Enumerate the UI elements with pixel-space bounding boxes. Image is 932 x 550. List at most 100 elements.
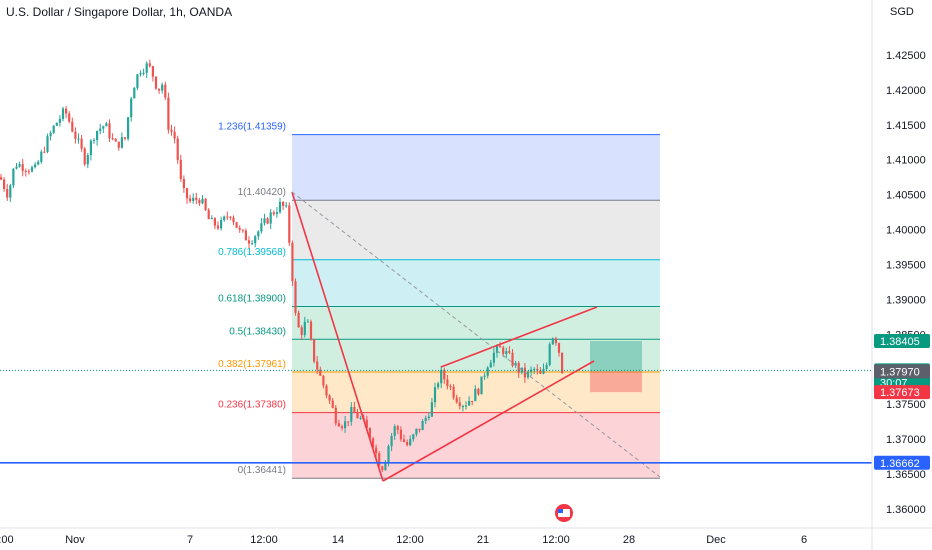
candle-body (406, 441, 409, 446)
fib-level-label: 0.382(1.37961) (218, 359, 286, 370)
time-tick-label: :00 (0, 534, 14, 546)
candle-body (123, 137, 127, 139)
candle-body (309, 321, 313, 340)
candle-body (83, 148, 86, 165)
candle-body (108, 123, 111, 139)
candle-body (136, 74, 139, 88)
price-label-tag (874, 385, 930, 400)
price-label-tag (874, 334, 930, 349)
candle-body (30, 167, 34, 172)
candle-body (517, 362, 520, 373)
candle-body (189, 198, 192, 201)
candle-body (542, 369, 545, 374)
candle-body (356, 412, 359, 419)
candle-body (71, 121, 74, 132)
candle-body (539, 370, 542, 374)
candle-body (415, 428, 418, 435)
candle-body (86, 155, 89, 165)
price-tick-label: 1.37500 (886, 399, 926, 411)
candle-body (49, 132, 52, 137)
candle-body (464, 405, 468, 407)
candle-body (371, 438, 375, 448)
candle-body (244, 230, 247, 241)
candle-body (545, 364, 548, 370)
candle-body (514, 362, 517, 366)
fib-trend-dashed-line (291, 191, 661, 478)
candle-body (477, 388, 480, 395)
time-tick-label: 14 (332, 534, 344, 546)
candle-body (505, 351, 508, 355)
candle-body (328, 395, 331, 401)
candle-body (24, 170, 27, 172)
price-label-text: 1.36662 (880, 458, 920, 470)
candle-body (508, 351, 511, 353)
candle-body (319, 369, 322, 376)
event-flag-canton (558, 509, 563, 513)
candle-body (3, 179, 6, 190)
candle-body (495, 345, 499, 353)
candle-body (468, 400, 471, 406)
candle-body (288, 205, 291, 243)
candle-body (96, 130, 99, 141)
candle-body (68, 113, 71, 122)
candle-body (223, 216, 226, 221)
price-tick-label: 1.40000 (886, 225, 926, 237)
candle-body (232, 217, 235, 223)
candle-body (77, 138, 80, 140)
candle-body (238, 227, 241, 230)
candle-body (489, 362, 492, 368)
candle-body (337, 423, 340, 427)
candle-body (393, 426, 396, 436)
fib-zone (292, 339, 660, 373)
candle-body (151, 66, 154, 77)
candle-body (387, 446, 390, 462)
candle-body (266, 218, 269, 224)
candle-body (0, 177, 3, 180)
candle-body (402, 439, 406, 442)
candle-body (161, 84, 164, 91)
candle-body (294, 281, 297, 313)
candle-body (74, 131, 77, 139)
candle-body (483, 375, 486, 377)
candle-body (313, 339, 316, 362)
candle-body (368, 428, 371, 439)
candle-body (111, 138, 114, 140)
candle-body (179, 159, 182, 179)
candle-body (185, 188, 189, 199)
candle-body (158, 88, 161, 91)
candle-body (278, 201, 282, 213)
candle-body (37, 161, 40, 165)
candle-body (46, 136, 49, 152)
candle-body (340, 426, 344, 429)
candle-body (139, 73, 142, 75)
candle-body (43, 151, 46, 153)
position-stop-zone (590, 371, 642, 393)
candle-body (440, 369, 443, 384)
candle-body (220, 220, 223, 229)
candle-body (92, 140, 96, 142)
price-tick-label: 1.39000 (886, 294, 926, 306)
candle-body (145, 63, 148, 73)
candle-body (167, 97, 170, 130)
time-tick-label: 28 (623, 534, 635, 546)
time-tick-label: 12:00 (250, 534, 278, 546)
candle-body (127, 117, 130, 139)
fib-level-label: 0(1.36441) (238, 465, 286, 476)
candles (0, 59, 564, 472)
candle-body (204, 198, 207, 210)
candle-body (461, 406, 464, 408)
candle-body (12, 168, 15, 186)
candle-body (247, 240, 251, 244)
candle-body (154, 76, 158, 89)
candle-body (52, 125, 55, 133)
candle-body (142, 72, 145, 74)
price-label-text: 1.37673 (880, 387, 920, 399)
candle-body (548, 344, 551, 365)
candle-body (424, 418, 427, 422)
candle-body (241, 229, 244, 231)
chart-title: U.S. Dollar / Singapore Dollar, 1h, OAND… (6, 5, 233, 19)
candle-body (9, 185, 12, 198)
candle-body (554, 338, 557, 344)
candle-body (182, 178, 185, 189)
